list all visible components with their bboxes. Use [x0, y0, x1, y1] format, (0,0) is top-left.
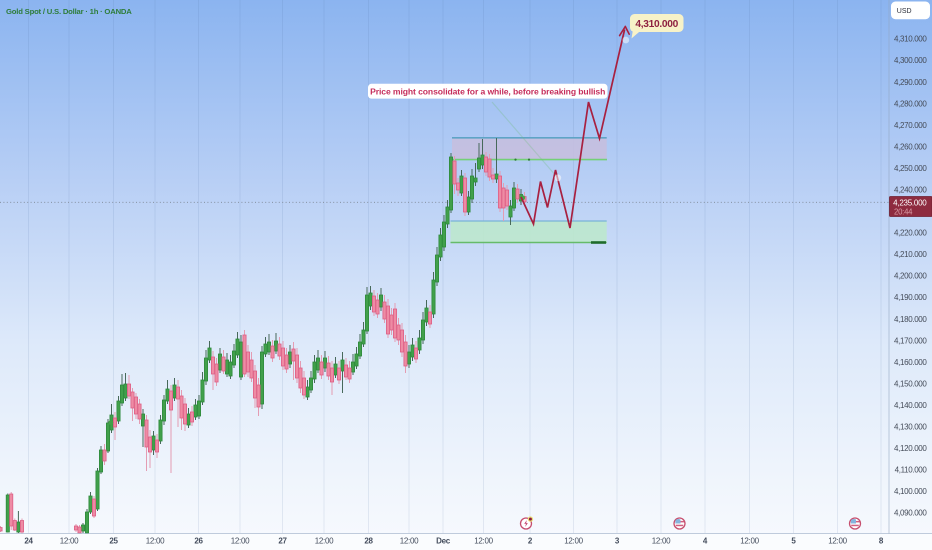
- svg-text:12:00: 12:00: [146, 537, 165, 546]
- svg-text:4,130.000: 4,130.000: [894, 423, 927, 432]
- svg-text:4,210.000: 4,210.000: [894, 250, 927, 259]
- svg-text:8: 8: [879, 537, 884, 546]
- svg-text:4,235.000: 4,235.000: [893, 199, 927, 208]
- svg-text:4,170.000: 4,170.000: [894, 336, 927, 345]
- svg-text:12:00: 12:00: [652, 537, 671, 546]
- svg-text:12:00: 12:00: [400, 537, 419, 546]
- svg-text:2: 2: [528, 537, 533, 546]
- svg-text:26: 26: [194, 537, 203, 546]
- svg-text:USD: USD: [897, 8, 912, 15]
- svg-text:12:00: 12:00: [231, 537, 250, 546]
- svg-text:5: 5: [791, 537, 796, 546]
- svg-text:4,220.000: 4,220.000: [894, 229, 927, 238]
- svg-text:4,190.000: 4,190.000: [894, 293, 927, 302]
- svg-text:4,310.000: 4,310.000: [894, 35, 927, 44]
- svg-text:4,260.000: 4,260.000: [894, 142, 927, 151]
- svg-text:12:00: 12:00: [60, 537, 79, 546]
- svg-text:4,250.000: 4,250.000: [894, 164, 927, 173]
- svg-text:12:00: 12:00: [564, 537, 583, 546]
- svg-text:4,100.000: 4,100.000: [894, 487, 927, 496]
- svg-text:Dec: Dec: [436, 537, 451, 546]
- svg-text:4,280.000: 4,280.000: [894, 99, 927, 108]
- svg-text:12:00: 12:00: [474, 537, 493, 546]
- svg-text:27: 27: [278, 537, 287, 546]
- svg-text:4,180.000: 4,180.000: [894, 315, 927, 324]
- svg-text:4,200.000: 4,200.000: [894, 272, 927, 281]
- svg-text:28: 28: [364, 537, 373, 546]
- svg-text:24: 24: [24, 537, 33, 546]
- svg-text:4: 4: [703, 537, 708, 546]
- svg-text:4,110.000: 4,110.000: [895, 466, 928, 475]
- svg-text:4,150.000: 4,150.000: [894, 379, 927, 388]
- svg-text:4,240.000: 4,240.000: [894, 186, 927, 195]
- svg-text:4,310.000: 4,310.000: [635, 19, 678, 30]
- svg-text:4,160.000: 4,160.000: [894, 358, 927, 367]
- svg-text:12:00: 12:00: [740, 537, 759, 546]
- svg-text:4,290.000: 4,290.000: [894, 78, 927, 87]
- svg-text:4,090.000: 4,090.000: [894, 509, 927, 518]
- svg-text:Gold Spot / U.S. Dollar · 1h ·: Gold Spot / U.S. Dollar · 1h · OANDA: [6, 7, 132, 16]
- svg-text:4,300.000: 4,300.000: [894, 56, 927, 65]
- svg-text:Price might consolidate for a: Price might consolidate for a while, bef…: [370, 86, 605, 96]
- svg-text:12:00: 12:00: [315, 537, 334, 546]
- svg-text:4,270.000: 4,270.000: [894, 121, 927, 130]
- svg-text:20:44: 20:44: [894, 207, 913, 216]
- svg-text:12:00: 12:00: [828, 537, 847, 546]
- svg-text:25: 25: [109, 537, 118, 546]
- svg-text:4,120.000: 4,120.000: [894, 444, 927, 453]
- svg-text:3: 3: [615, 537, 620, 546]
- svg-text:4,140.000: 4,140.000: [894, 401, 927, 410]
